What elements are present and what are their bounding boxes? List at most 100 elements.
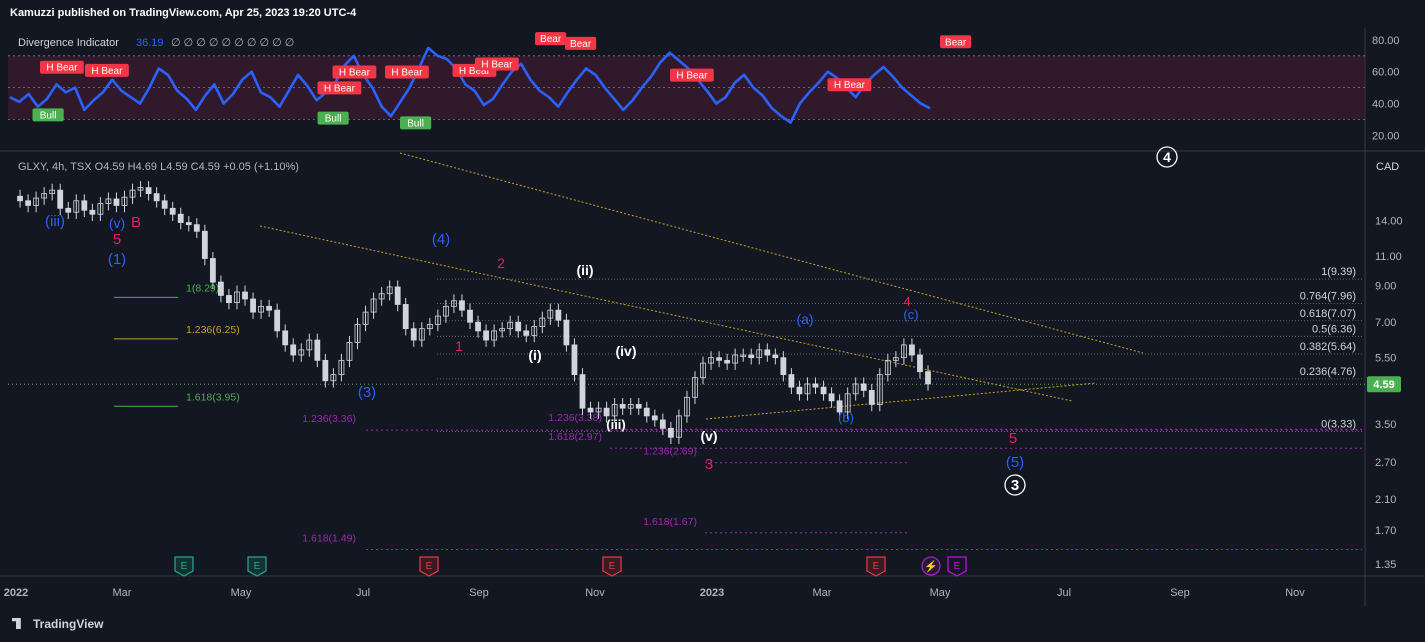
divergence-label: Bull bbox=[325, 114, 342, 125]
price-axis-tick: 5.50 bbox=[1375, 353, 1396, 365]
wave-label: 5 bbox=[113, 231, 121, 248]
extension-level-label: 1.236(3.38) bbox=[548, 412, 602, 424]
fib-level-label: 1(9.39) bbox=[1321, 266, 1356, 278]
candle-down bbox=[25, 200, 31, 206]
candle-up bbox=[442, 305, 449, 317]
wave-label: (3) bbox=[358, 384, 376, 401]
candle-down bbox=[161, 200, 168, 209]
candle-down bbox=[81, 200, 88, 211]
chart-area[interactable]: H Bear H Bear Bull H Bear H Bear Bull H Bear Bu… bbox=[0, 28, 1425, 606]
symbol-line[interactable]: GLXY, 4h, TSX O4.59 H4.69 L4.59 C4.59 +0… bbox=[18, 161, 299, 173]
candle-down bbox=[635, 404, 642, 409]
divergence-label: H Bear bbox=[46, 63, 78, 74]
price-axis-tick: 9.00 bbox=[1375, 280, 1396, 292]
bear-marker bbox=[85, 63, 129, 77]
earnings-marker-letter: E bbox=[609, 561, 616, 572]
extension-level-label: 1.618(1.49) bbox=[302, 533, 356, 545]
candle-down bbox=[603, 407, 610, 417]
candle-up bbox=[354, 323, 361, 343]
candle-up bbox=[732, 354, 739, 364]
wave-label: B bbox=[131, 214, 141, 231]
time-axis-label: Sep bbox=[469, 587, 489, 599]
earnings-marker bbox=[174, 556, 194, 577]
candle-down bbox=[89, 209, 96, 215]
bear-marker bbox=[317, 81, 362, 95]
wave-label: (iii) bbox=[606, 417, 626, 432]
indicator-name[interactable]: Divergence Indicator bbox=[18, 37, 119, 49]
extension-level-label: 1.618(3.95) bbox=[186, 391, 240, 403]
fib-level-label: 0.618(7.07) bbox=[1300, 308, 1356, 320]
wave-label: (c) bbox=[903, 307, 918, 322]
divergence-label: H Bear bbox=[324, 83, 356, 94]
divergence-label: H Bear bbox=[834, 80, 866, 91]
candle-up bbox=[258, 305, 264, 313]
time-axis-label: Nov bbox=[585, 587, 605, 599]
candle-up bbox=[539, 317, 546, 327]
candle-down bbox=[483, 330, 489, 341]
fib-level-label: 0.764(7.96) bbox=[1300, 290, 1356, 302]
candle-down bbox=[667, 427, 674, 438]
candle-up bbox=[595, 407, 602, 413]
extension-level-label: 1.236(2.69) bbox=[643, 446, 697, 458]
candle-up bbox=[740, 354, 747, 357]
candle-up bbox=[370, 298, 377, 313]
time-axis-label: Mar bbox=[813, 587, 832, 599]
bear-marker bbox=[332, 65, 377, 79]
candle-up bbox=[451, 300, 457, 307]
candle-up bbox=[129, 189, 136, 198]
candle-down bbox=[925, 371, 931, 385]
candle-down bbox=[475, 321, 481, 332]
extension-level-label: 1(8.29) bbox=[186, 282, 219, 294]
wave-label: 3 bbox=[705, 456, 713, 473]
price-axis-tick: 14.00 bbox=[1375, 215, 1403, 227]
candle-up bbox=[434, 315, 441, 325]
candle-up bbox=[892, 357, 899, 361]
candle-up bbox=[852, 383, 859, 395]
flash-event-icon bbox=[921, 556, 941, 576]
price-axis-tick: 11.00 bbox=[1375, 251, 1402, 263]
candle-down bbox=[836, 400, 843, 413]
candle-down bbox=[322, 359, 329, 382]
price-axis-tick: 3.50 bbox=[1375, 419, 1396, 431]
footer-bar: TradingView bbox=[0, 606, 1425, 642]
candle-up bbox=[708, 357, 714, 364]
wave-label: (ii) bbox=[576, 262, 593, 278]
candle-down bbox=[619, 404, 626, 409]
bear-marker bbox=[565, 36, 597, 50]
wave-label: 4 bbox=[903, 294, 910, 309]
wave-label: 5 bbox=[1009, 430, 1017, 447]
extension-level-label: 1.236(3.36) bbox=[302, 413, 356, 425]
candle-down bbox=[748, 354, 755, 359]
candle-up bbox=[499, 328, 506, 332]
candle-up bbox=[298, 349, 305, 356]
candle-down bbox=[57, 189, 64, 209]
bear-marker bbox=[940, 35, 972, 49]
fib-level-label: 0.236(4.76) bbox=[1300, 366, 1356, 378]
price-pane[interactable]: 1(9.39) 0.764(7.96) 0.618(7.07) 0.5(6.36) 0.… bbox=[8, 146, 1401, 577]
candle-down bbox=[314, 339, 321, 361]
candle-down bbox=[820, 386, 827, 395]
price-badge-text: 4.59 bbox=[1373, 379, 1394, 391]
publisher-bar: Kamuzzi published on TradingView.com, Ap… bbox=[0, 0, 1425, 28]
candle-down bbox=[282, 330, 289, 346]
candle-down bbox=[772, 354, 779, 359]
wave-label: (5) bbox=[1006, 454, 1024, 471]
wave-label: (a) bbox=[796, 311, 813, 327]
divergence-label: H Bear bbox=[91, 66, 123, 77]
trendline-support bbox=[705, 382, 1097, 420]
earnings-marker bbox=[419, 556, 439, 577]
candle-down bbox=[716, 357, 722, 361]
candle-up bbox=[418, 328, 425, 341]
time-axis-label: Jul bbox=[1057, 587, 1071, 599]
candle-up bbox=[338, 359, 345, 376]
candle-up bbox=[346, 342, 353, 361]
earnings-marker-letter: E bbox=[954, 561, 961, 572]
candle-down bbox=[459, 300, 465, 311]
candle-down bbox=[860, 383, 867, 391]
price-axis-tick: 1.35 bbox=[1375, 559, 1396, 571]
candle-up bbox=[507, 321, 514, 330]
candle-down bbox=[780, 357, 787, 376]
tradingview-logo[interactable]: TradingView bbox=[12, 617, 103, 631]
